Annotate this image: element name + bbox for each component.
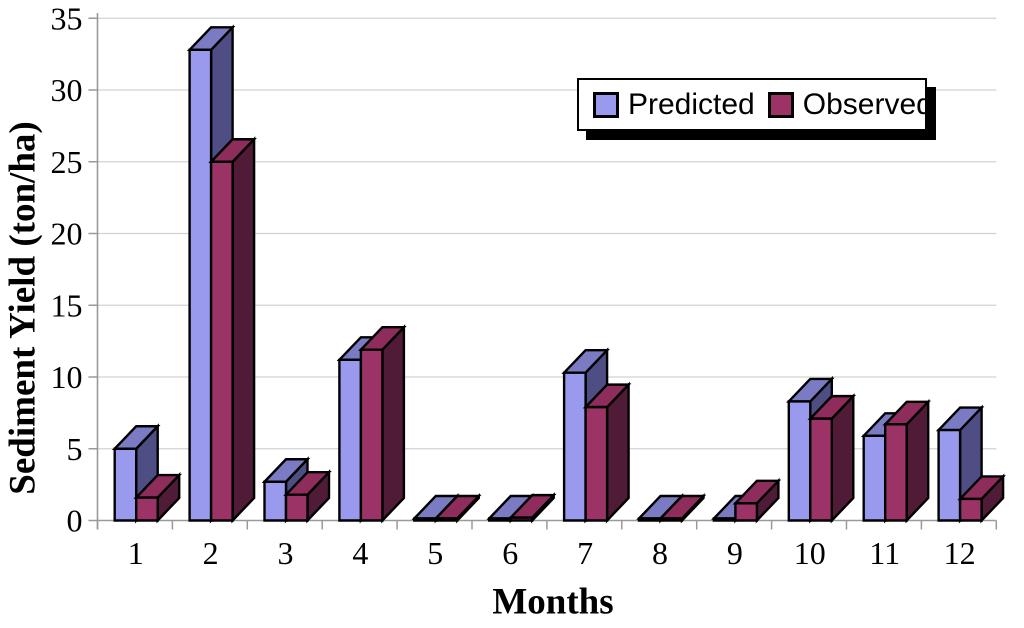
legend-label-predicted: Predicted xyxy=(628,87,755,121)
y-tick-label: 10 xyxy=(51,359,83,395)
x-tick-label: 11 xyxy=(869,535,900,571)
y-tick-label: 15 xyxy=(51,287,83,323)
legend: Predicted Observed xyxy=(577,78,933,131)
bar-observed-month-2-side-face xyxy=(231,136,256,524)
x-tick-label: 8 xyxy=(652,535,668,571)
bar-observed-month-2-front-face xyxy=(209,160,234,522)
bar-predicted-month-11-front-face xyxy=(862,434,887,522)
legend-label-observed: Observed xyxy=(802,87,933,121)
bar-observed-month-8 xyxy=(657,493,707,524)
bar-predicted-month-5-front-face xyxy=(413,517,437,522)
x-tick-label: 12 xyxy=(944,535,976,571)
bar-observed-month-4-side-face xyxy=(381,324,406,524)
bar-observed-month-12 xyxy=(957,473,1006,524)
bar-predicted-month-10-front-face xyxy=(787,400,812,522)
legend-item-observed: Observed xyxy=(767,87,933,122)
bar-observed-month-6 xyxy=(507,492,557,524)
bar-predicted-month-9-front-face xyxy=(712,517,737,522)
bar-predicted-month-4-front-face xyxy=(338,358,363,522)
bar-observed-month-3-front-face xyxy=(284,493,309,522)
x-tick-label: 7 xyxy=(577,535,593,571)
bar-observed-month-6-front-face xyxy=(509,516,534,522)
bar-observed-month-9 xyxy=(732,477,782,524)
bar-observed-month-7-front-face xyxy=(584,405,609,522)
bar-observed-month-8-front-face xyxy=(659,517,684,522)
bar-predicted-month-3-front-face xyxy=(263,480,288,522)
x-tick-label: 2 xyxy=(203,535,219,571)
y-tick-label: 20 xyxy=(51,216,83,252)
bar-observed-month-1-front-face xyxy=(134,496,159,522)
x-tick-label: 4 xyxy=(352,535,368,571)
bar-observed-month-4-front-face xyxy=(359,348,384,522)
bar-predicted-month-2-front-face xyxy=(188,48,213,522)
legend-swatch-observed-icon xyxy=(767,91,794,118)
bar-observed-month-11 xyxy=(882,398,932,524)
bar-predicted-month-8-front-face xyxy=(637,517,662,522)
y-tick-label: 35 xyxy=(51,0,83,36)
y-axis-title: Sediment Yield (ton/ha) xyxy=(2,121,44,495)
y-tick-label: 30 xyxy=(51,72,83,108)
x-tick-label: 1 xyxy=(128,535,144,571)
bar-observed-month-10-front-face xyxy=(809,417,833,522)
y-tick-label: 0 xyxy=(67,503,83,539)
bar-observed-month-3 xyxy=(283,469,332,524)
bar-observed-month-10 xyxy=(807,393,857,524)
bar-observed-month-4 xyxy=(358,324,407,524)
bar-observed-month-5 xyxy=(432,493,482,524)
bar-observed-month-2 xyxy=(208,136,257,524)
x-tick-label: 9 xyxy=(727,535,743,571)
bar-predicted-month-1-front-face xyxy=(113,447,138,522)
x-tick-label: 6 xyxy=(502,535,518,571)
legend-item-predicted: Predicted xyxy=(593,88,755,122)
y-tick-label: 5 xyxy=(67,431,83,467)
bar-observed-month-7 xyxy=(582,381,632,524)
legend-swatch-predicted-icon xyxy=(593,91,619,118)
x-tick-label: 5 xyxy=(427,535,443,571)
bar-predicted-month-7-front-face xyxy=(562,371,587,522)
x-tick-label: 3 xyxy=(278,535,294,571)
bar-observed-month-5-front-face xyxy=(434,517,459,522)
y-tick-label: 25 xyxy=(51,144,83,180)
bar-observed-month-9-front-face xyxy=(734,502,759,522)
bar-observed-month-12-front-face xyxy=(958,497,983,522)
x-tick-label: 10 xyxy=(794,535,826,571)
bar-predicted-month-6-front-face xyxy=(488,517,512,522)
bar-predicted-month-12-front-face xyxy=(937,428,962,522)
bar-observed-month-1 xyxy=(133,472,183,524)
bar-observed-month-11-front-face xyxy=(884,423,908,522)
x-axis-title: Months xyxy=(492,581,614,623)
